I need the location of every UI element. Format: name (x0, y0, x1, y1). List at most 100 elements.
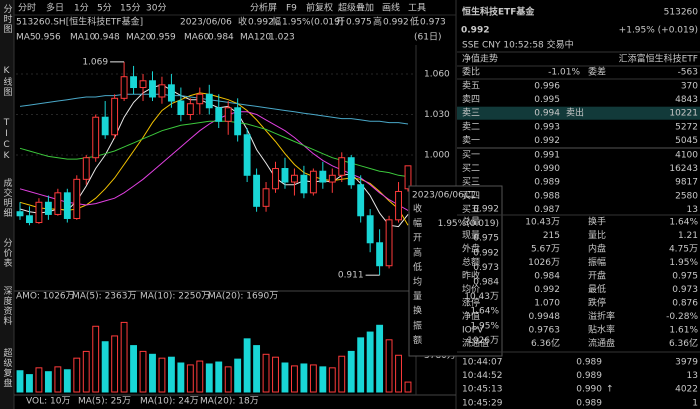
ma-value: 1.023 (269, 33, 295, 43)
volume-bar (186, 364, 194, 393)
book-label: 买四 (462, 190, 480, 201)
candle-body (366, 215, 374, 244)
book-label: 卖四 (462, 94, 480, 105)
stat-value: 0.9948 (529, 312, 561, 322)
tool-button[interactable]: 工具 (408, 3, 426, 14)
volume-bar (111, 335, 119, 393)
weicha-label: 委差 (588, 66, 606, 78)
candle-body (224, 107, 232, 122)
stat-value: 1026万 (528, 258, 560, 268)
tooltip-box (408, 185, 503, 357)
y-tick-label: 1.060 (424, 70, 450, 80)
book-label: 卖一 (462, 135, 480, 146)
tool-button[interactable]: 前复权 (306, 2, 333, 14)
trade-time: 10:44:52 (462, 371, 502, 381)
candle-body (101, 116, 109, 136)
volume-bar (63, 369, 71, 393)
candle-body (281, 168, 289, 183)
volume-bar (234, 358, 242, 393)
stat-label: 开盘 (588, 270, 606, 282)
candle-body (130, 76, 137, 89)
ma-legend: MA5 (16, 33, 36, 43)
tool-button[interactable]: 分析屏 (250, 2, 277, 14)
panel-tab[interactable]: 净值走势 (462, 53, 498, 65)
info-value: 0.973 (420, 18, 446, 28)
stat-value: 1.61% (669, 326, 698, 336)
candle-body (300, 174, 308, 194)
side-tab[interactable]: 深度资料 (2, 286, 13, 326)
ma-legend: MA10 (70, 33, 96, 43)
amo-legend: AMO: 1026万 (16, 292, 75, 302)
trade-time: 10:45:13 (462, 385, 502, 395)
book-volume: 5272 (675, 122, 698, 132)
stat-label: 净值 (462, 310, 480, 322)
tool-button[interactable]: F9 (286, 4, 297, 14)
stat-value: 0.9763 (529, 326, 561, 336)
volume-bar (167, 356, 175, 393)
side-bar (0, 0, 14, 409)
book-volume: 4843 (675, 95, 698, 105)
period-tab[interactable]: 分时 (18, 2, 36, 14)
candle-body (319, 170, 327, 183)
tool-button[interactable]: 超级叠加 (338, 2, 374, 14)
stock-name: 恒生科技ETF基金 (462, 6, 535, 18)
side-tab[interactable]: 分时图 (2, 4, 13, 34)
stat-label: 最低 (588, 283, 606, 295)
tooltip-value: 0.973 (473, 263, 499, 273)
tooltip-value: 10.43万 (464, 292, 499, 302)
ma-legend: MA20 (126, 33, 152, 43)
period-tab[interactable]: 1分 (74, 3, 89, 14)
side-tab[interactable]: K线图 (2, 66, 13, 97)
tool-button[interactable]: 画线 (382, 2, 400, 14)
stat-value: 4.75万 (669, 245, 698, 255)
tooltip-label: 幅 (413, 217, 422, 229)
side-tab[interactable]: 超级复盘 (2, 347, 13, 388)
volume-bar (357, 337, 365, 393)
side-tab[interactable]: 分价表 (2, 238, 13, 268)
period-tab[interactable]: 15分 (120, 3, 140, 14)
book-price: 0.995 (534, 95, 560, 105)
book-price: 0.994 (534, 109, 560, 119)
candle-body (385, 219, 393, 267)
side-tab[interactable]: TICK (2, 118, 12, 162)
volume-bar (139, 350, 147, 393)
vol-legend: MA(20): 18万 (200, 397, 259, 407)
tooltip-date: 2023/06/06/二 (412, 191, 476, 201)
volume-bar (130, 345, 137, 393)
period-tab[interactable]: 5分 (97, 3, 112, 14)
stat-label: 外盘 (462, 243, 480, 255)
volume-bar (262, 353, 270, 393)
stat-label: 昨收 (462, 270, 480, 282)
volume-bar (272, 356, 279, 393)
volume-bar (205, 363, 213, 393)
stat-value: 0.876 (672, 299, 698, 309)
stat-value: 1.95% (669, 258, 698, 268)
tooltip-value: 0.984 (473, 278, 499, 288)
candle-body (196, 93, 204, 105)
volume-bar (120, 321, 128, 393)
volume-bar (300, 363, 308, 393)
trade-price: 0.989 (576, 398, 602, 408)
book-volume: 13 (687, 205, 698, 215)
ma-line (19, 92, 409, 226)
book-volume: 370 (681, 82, 698, 92)
stat-value: 1.21 (678, 231, 698, 241)
side-tab[interactable]: 成交明细 (2, 177, 13, 218)
period-tab[interactable]: 30分 (146, 3, 166, 14)
candle-body (404, 165, 412, 190)
stat-label: 现量 (462, 230, 480, 241)
candle-body (16, 211, 24, 217)
candle-body (177, 100, 185, 116)
candle-body (82, 157, 90, 180)
tooltip-value: 1.95% (470, 321, 499, 331)
candle-body (243, 134, 251, 176)
candle-body (262, 188, 270, 207)
trade-price: 0.989 (576, 358, 602, 368)
ma-line (19, 93, 409, 125)
volume-bar (224, 366, 232, 393)
book-label: 买五 (462, 204, 480, 215)
info-label: 开 (336, 17, 345, 28)
period-tab[interactable]: 多日 (46, 2, 64, 14)
book-volume: 16243 (669, 164, 698, 174)
amo-legend: MA(5): 2363万 (72, 292, 136, 302)
